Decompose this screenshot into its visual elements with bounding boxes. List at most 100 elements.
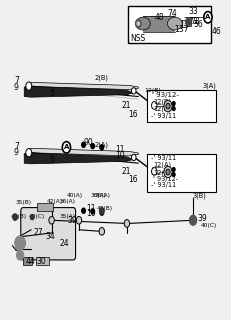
Text: 36(A): 36(A): [95, 193, 111, 198]
Circle shape: [82, 208, 85, 213]
FancyBboxPatch shape: [21, 208, 76, 260]
Circle shape: [17, 251, 24, 260]
Circle shape: [76, 216, 82, 224]
Text: 73: 73: [191, 17, 201, 26]
Circle shape: [131, 154, 136, 161]
Text: 9: 9: [14, 83, 19, 92]
Circle shape: [172, 107, 175, 110]
Text: 56: 56: [193, 20, 203, 29]
Text: 12(A): 12(A): [153, 162, 171, 168]
Text: 137: 137: [174, 25, 188, 34]
Text: A: A: [205, 14, 211, 20]
Text: 16: 16: [128, 174, 138, 184]
Text: 40(C): 40(C): [29, 214, 45, 219]
Text: 10: 10: [116, 151, 125, 160]
Text: 3(A): 3(A): [202, 83, 216, 89]
Text: 33: 33: [188, 7, 198, 16]
Text: NSS: NSS: [130, 34, 146, 43]
Text: 40(A): 40(A): [67, 193, 82, 198]
Text: -' 93/11: -' 93/11: [151, 113, 176, 119]
Text: A: A: [64, 144, 69, 150]
Circle shape: [131, 88, 136, 94]
Polygon shape: [29, 82, 138, 90]
Text: -' 93/11: -' 93/11: [151, 156, 176, 161]
Circle shape: [15, 236, 25, 250]
Polygon shape: [24, 86, 131, 97]
Circle shape: [190, 215, 197, 225]
Text: 40(C): 40(C): [201, 222, 217, 228]
Circle shape: [172, 173, 175, 177]
Text: 2(B): 2(B): [95, 74, 109, 81]
Text: 34: 34: [46, 232, 56, 241]
Bar: [186, 21, 191, 27]
Circle shape: [82, 142, 85, 147]
Text: 74: 74: [167, 9, 177, 18]
Circle shape: [100, 210, 104, 215]
Circle shape: [136, 20, 141, 28]
Circle shape: [172, 102, 175, 105]
Circle shape: [152, 102, 157, 109]
Circle shape: [152, 168, 157, 175]
Circle shape: [26, 148, 32, 157]
Text: 3(B): 3(B): [192, 192, 206, 199]
Bar: [36, 257, 49, 265]
Text: 21: 21: [121, 101, 131, 110]
Polygon shape: [24, 153, 131, 164]
Text: 90: 90: [84, 138, 93, 147]
Text: 48: 48: [155, 13, 164, 22]
Circle shape: [190, 215, 197, 225]
Text: 35(B): 35(B): [16, 200, 32, 205]
Ellipse shape: [135, 17, 150, 30]
Text: 73: 73: [184, 17, 193, 26]
Circle shape: [204, 12, 212, 23]
Circle shape: [26, 82, 32, 90]
Bar: [23, 257, 32, 265]
Circle shape: [15, 236, 25, 250]
Bar: [37, 204, 53, 212]
Circle shape: [166, 169, 170, 175]
Bar: [128, 6, 211, 43]
Text: 39: 39: [197, 214, 207, 223]
Circle shape: [99, 228, 105, 235]
Circle shape: [164, 166, 172, 178]
Circle shape: [100, 145, 104, 150]
Polygon shape: [29, 148, 138, 156]
Text: 35(A): 35(A): [60, 214, 76, 219]
Text: 42(A): 42(A): [47, 199, 63, 204]
Text: 12(B): 12(B): [153, 169, 171, 176]
Circle shape: [186, 18, 191, 26]
Text: ' 93/12-: ' 93/12-: [152, 92, 179, 98]
Text: 27: 27: [33, 228, 43, 237]
Text: 16: 16: [128, 109, 138, 118]
Bar: [182, 20, 187, 27]
Text: 11: 11: [86, 204, 95, 213]
Text: 7: 7: [14, 76, 19, 85]
Text: 21: 21: [121, 167, 131, 176]
Text: 10: 10: [86, 209, 95, 219]
Circle shape: [137, 22, 140, 25]
Circle shape: [13, 214, 17, 220]
Circle shape: [91, 143, 94, 148]
Circle shape: [49, 216, 54, 224]
Text: 5: 5: [49, 89, 54, 98]
Circle shape: [100, 208, 104, 214]
Text: 73: 73: [188, 17, 198, 26]
Bar: [175, 20, 182, 28]
Circle shape: [91, 209, 94, 214]
Bar: [143, 16, 175, 32]
Circle shape: [164, 100, 172, 112]
Text: 46: 46: [211, 27, 221, 36]
Text: 42(B): 42(B): [97, 206, 113, 211]
Text: 30: 30: [37, 257, 46, 266]
Text: 36(A): 36(A): [90, 193, 106, 198]
Text: 7: 7: [14, 142, 19, 151]
Text: 36(A): 36(A): [60, 199, 76, 204]
Text: 2(A): 2(A): [95, 141, 109, 148]
Circle shape: [30, 215, 34, 220]
Circle shape: [172, 168, 175, 172]
Text: 12(B): 12(B): [153, 98, 171, 105]
Circle shape: [62, 142, 70, 153]
Text: ' 93/12-: ' 93/12-: [153, 176, 178, 182]
Text: 12(B): 12(B): [144, 88, 161, 93]
Text: 24: 24: [60, 239, 69, 248]
